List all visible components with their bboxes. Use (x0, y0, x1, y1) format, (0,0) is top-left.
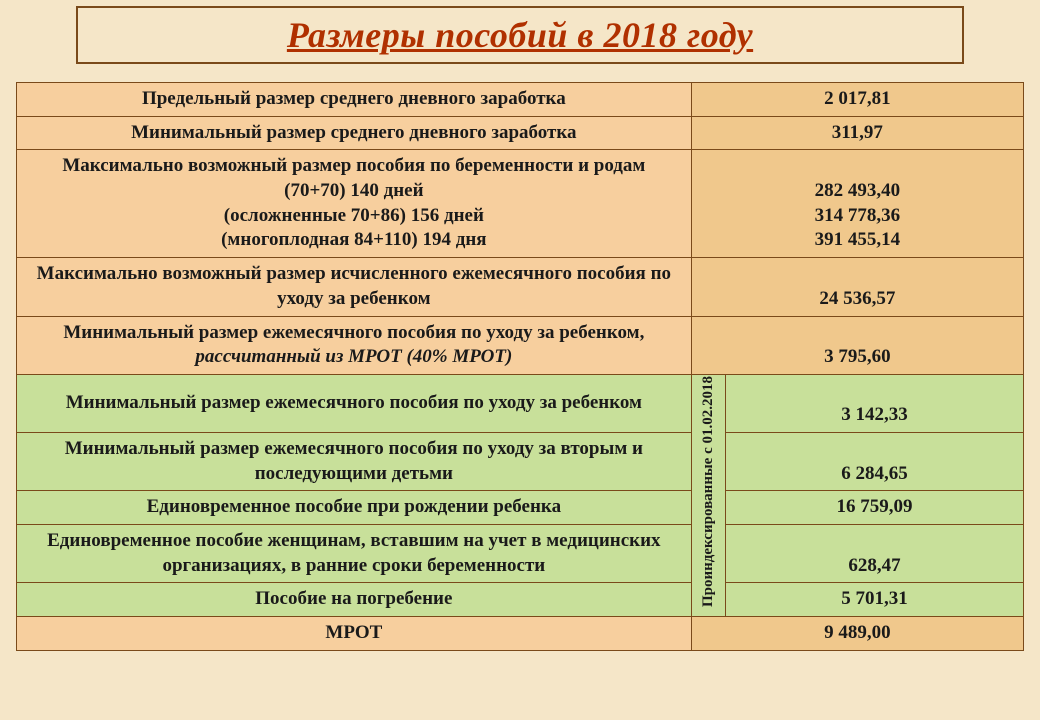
benefits-table: Предельный размер среднего дневного зара… (16, 82, 1024, 651)
row-label-line: Минимальный размер ежемесячного пособия … (25, 321, 683, 346)
row-value: 3 142,33 (725, 374, 1023, 432)
table-row: Пособие на погребение 5 701,31 (17, 583, 1024, 617)
table-row: Минимальный размер ежемесячного пособия … (17, 316, 1024, 374)
row-label: Единовременное пособие при рождении ребе… (17, 491, 692, 525)
table-row: Минимальный размер среднего дневного зар… (17, 116, 1024, 150)
row-label: Единовременное пособие женщинам, вставши… (17, 524, 692, 582)
row-label-line: (70+70) 140 дней (25, 179, 683, 204)
row-label-line: Максимально возможный размер пособия по … (25, 154, 683, 179)
table-row: Единовременное пособие женщинам, вставши… (17, 524, 1024, 582)
row-label-line: рассчитанный из МРОТ (40% МРОТ) (25, 345, 683, 370)
row-value: 6 284,65 (725, 432, 1023, 490)
table-row: Максимально возможный размер исчисленног… (17, 258, 1024, 316)
row-value: 5 701,31 (725, 583, 1023, 617)
row-label: Минимальный размер ежемесячного пособия … (17, 316, 692, 374)
row-value: 628,47 (725, 524, 1023, 582)
row-value: 3 795,60 (691, 316, 1023, 374)
row-label: Минимальный размер среднего дневного зар… (17, 116, 692, 150)
row-label-line: (многоплодная 84+110) 194 дня (25, 228, 683, 253)
table-row: Предельный размер среднего дневного зара… (17, 83, 1024, 117)
row-value: 2 017,81 (691, 83, 1023, 117)
row-label-line: (осложненные 70+86) 156 дней (25, 204, 683, 229)
page-title: Размеры пособий в 2018 году (287, 15, 753, 55)
row-label: Минимальный размер ежемесячного пособия … (17, 374, 692, 432)
row-label: Пособие на погребение (17, 583, 692, 617)
row-label: Максимально возможный размер пособия по … (17, 150, 692, 258)
row-value: 9 489,00 (691, 617, 1023, 651)
row-label: Максимально возможный размер исчисленног… (17, 258, 692, 316)
row-value: 24 536,57 (691, 258, 1023, 316)
row-value-line: 391 455,14 (700, 228, 1015, 253)
table-row: Минимальный размер ежемесячного пособия … (17, 374, 1024, 432)
row-value-line (700, 154, 1015, 179)
row-label: МРОТ (17, 617, 692, 651)
row-value: 311,97 (691, 116, 1023, 150)
indexation-label: Проиндексированные с 01.02.2018 (700, 376, 717, 607)
row-value: 282 493,40 314 778,36 391 455,14 (691, 150, 1023, 258)
table-row: Максимально возможный размер пособия по … (17, 150, 1024, 258)
table-row: МРОТ 9 489,00 (17, 617, 1024, 651)
title-container: Размеры пособий в 2018 году (76, 6, 964, 64)
table-row: Единовременное пособие при рождении ребе… (17, 491, 1024, 525)
table-row: Минимальный размер ежемесячного пособия … (17, 432, 1024, 490)
row-value-line: 314 778,36 (700, 204, 1015, 229)
row-value-line: 282 493,40 (700, 179, 1015, 204)
row-label: Минимальный размер ежемесячного пособия … (17, 432, 692, 490)
indexation-column: Проиндексированные с 01.02.2018 (691, 374, 725, 616)
row-value: 16 759,09 (725, 491, 1023, 525)
row-label: Предельный размер среднего дневного зара… (17, 83, 692, 117)
